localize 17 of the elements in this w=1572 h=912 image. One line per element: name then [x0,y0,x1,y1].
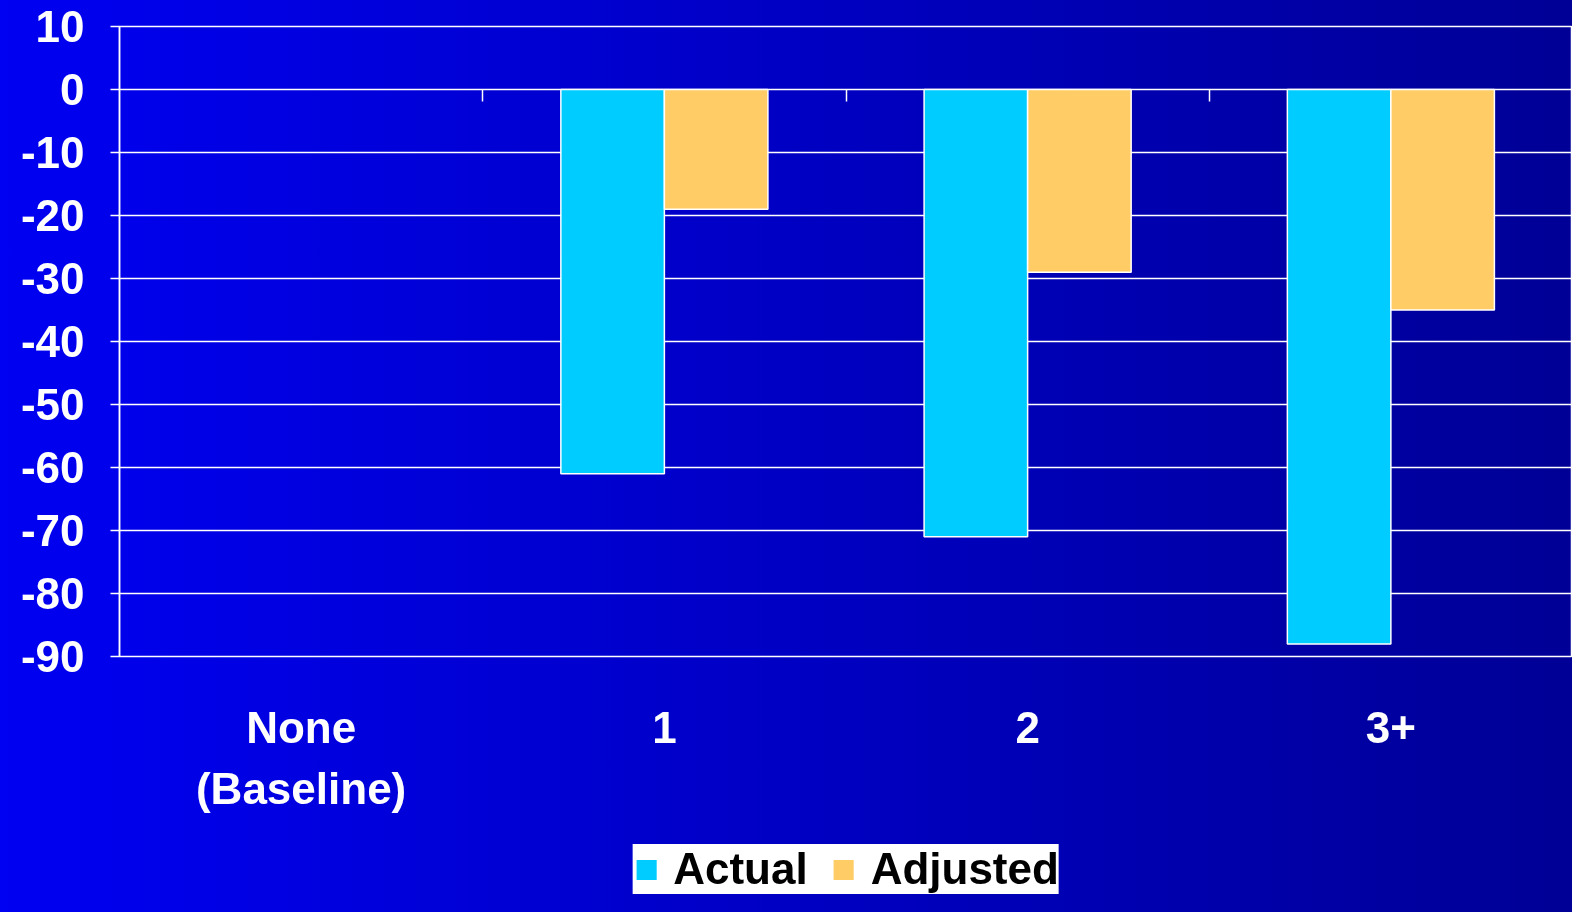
x-tick-label: 2 [1015,702,1040,752]
x-tick-label: None (Baseline) [195,702,407,813]
legend-label: Adjusted [870,844,1059,894]
y-tick-label: -40 [20,317,85,366]
y-tick-label: -10 [20,128,85,177]
y-tick-label: 10 [35,2,85,51]
y-tick-label: -50 [20,380,85,429]
y-tick-label: -60 [20,443,85,492]
y-tick-label: -70 [20,506,85,555]
legend-label: Actual [673,844,808,894]
y-tick-label: -20 [20,191,85,240]
y-tick-label: -90 [20,632,85,681]
x-tick-label: 1 [652,702,677,752]
y-tick-label: 0 [60,65,85,114]
y-tick-label: -30 [20,254,85,303]
y-tick-label: -80 [20,569,85,618]
x-tick-label: 3+ [1365,702,1416,752]
